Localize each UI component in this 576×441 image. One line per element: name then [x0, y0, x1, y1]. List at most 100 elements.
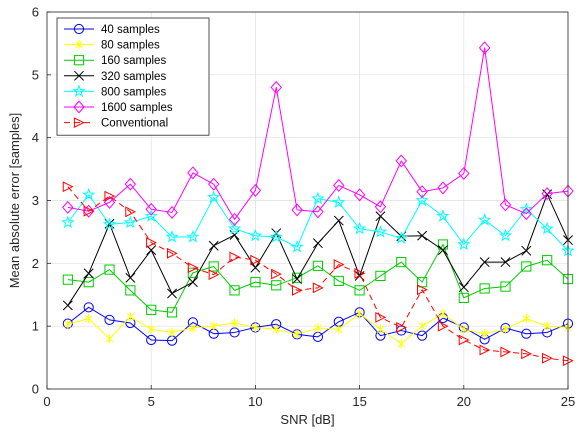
series-line — [67, 243, 569, 313]
data-point — [314, 323, 322, 333]
data-point — [208, 269, 220, 281]
legend-item: Conventional — [64, 117, 168, 130]
data-point — [207, 177, 220, 191]
data-point — [269, 229, 283, 243]
legend-label: 800 samples — [101, 86, 166, 98]
data-point — [227, 221, 242, 235]
legend-label: Conventional — [101, 118, 168, 130]
data-point — [124, 177, 137, 191]
data-point — [85, 314, 93, 324]
y-tick-label: 5 — [32, 67, 39, 82]
data-point — [479, 257, 490, 268]
data-point — [312, 238, 323, 249]
data-point — [104, 190, 116, 202]
data-point — [458, 334, 470, 346]
data-point — [335, 324, 343, 334]
data-point — [415, 193, 429, 207]
data-point — [333, 275, 344, 287]
x-tick-label: 20 — [457, 394, 471, 409]
legend-item: 40 samples — [64, 23, 160, 36]
y-tick-label: 2 — [32, 256, 39, 271]
data-point — [376, 324, 385, 334]
data-point — [146, 304, 157, 315]
ticks: 0 5 10 15 20 25 0 1 2 3 4 5 6 — [32, 5, 575, 410]
y-tick-label: 4 — [32, 130, 39, 145]
data-point — [210, 321, 218, 331]
data-point — [417, 284, 428, 296]
data-point — [83, 205, 95, 217]
data-point — [62, 300, 73, 311]
data-point — [375, 270, 386, 281]
data-point — [478, 213, 492, 226]
data-point — [187, 277, 198, 288]
x-tick-label: 15 — [352, 394, 366, 409]
data-point — [395, 154, 408, 168]
data-point — [522, 314, 530, 324]
data-point — [291, 203, 303, 217]
legend-marker — [73, 117, 85, 129]
data-point — [373, 224, 388, 238]
data-point — [125, 285, 136, 296]
data-point — [83, 302, 94, 313]
legend-item: 80 samples — [64, 40, 160, 52]
series-line — [67, 306, 569, 342]
data-point — [104, 314, 115, 325]
data-point — [62, 181, 74, 193]
data-point — [291, 272, 303, 283]
data-point — [290, 240, 304, 253]
data-point — [62, 274, 73, 285]
data-point — [249, 183, 262, 197]
data-point — [460, 324, 468, 334]
data-point — [416, 185, 428, 199]
data-point — [542, 352, 553, 364]
data-point — [457, 237, 471, 251]
data-point — [251, 322, 260, 333]
data-point — [250, 254, 262, 266]
data-point — [500, 281, 511, 292]
y-tick-label: 0 — [32, 382, 39, 397]
data-point — [417, 330, 428, 341]
legend-item: 160 samples — [64, 55, 166, 67]
data-point — [125, 272, 136, 283]
data-point — [437, 239, 449, 250]
data-point — [312, 260, 324, 271]
data-point — [102, 217, 117, 231]
data-point — [145, 202, 157, 216]
data-point — [543, 321, 551, 331]
legend-marker — [73, 23, 85, 35]
data-point — [208, 261, 219, 272]
y-axis-label: Mean absolute error [samples] — [7, 113, 22, 289]
data-point — [123, 215, 137, 229]
data-point — [187, 166, 199, 180]
data-point — [396, 256, 407, 268]
legend-item: 800 samples — [64, 84, 166, 98]
legend: 40 samples 80 samples 160 samples 320 sampl… — [56, 17, 210, 136]
data-point — [312, 205, 324, 219]
data-point — [147, 324, 155, 334]
data-point — [541, 187, 553, 201]
data-point — [248, 228, 263, 242]
data-point — [82, 204, 95, 218]
data-point — [166, 307, 178, 318]
y-tick-label: 6 — [32, 5, 39, 20]
data-point — [374, 200, 387, 214]
legend-marker — [72, 84, 86, 98]
series-conventional — [62, 181, 574, 367]
data-point — [501, 324, 510, 334]
data-point — [105, 334, 114, 344]
data-point — [187, 262, 199, 274]
x-tick-label: 5 — [148, 394, 155, 409]
data-point — [311, 191, 325, 205]
data-point — [61, 215, 75, 229]
data-point — [146, 334, 157, 346]
legend-label: 160 samples — [101, 55, 166, 67]
data-point — [168, 327, 176, 338]
data-point — [521, 328, 532, 339]
series-layer — [61, 41, 575, 367]
series-80-samples — [64, 309, 572, 349]
data-point — [126, 312, 134, 322]
data-point — [521, 348, 533, 360]
x-tick-label: 10 — [248, 394, 262, 409]
data-point — [437, 181, 449, 195]
